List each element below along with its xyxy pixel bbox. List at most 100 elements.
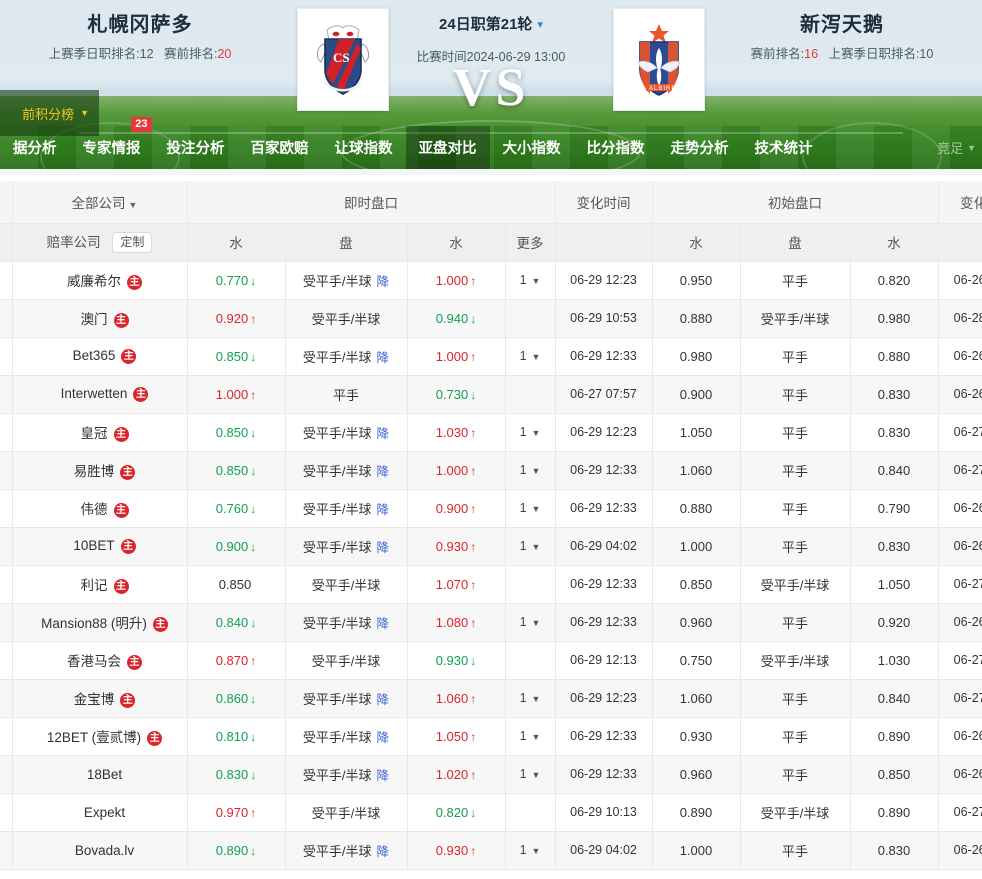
more-changes-cell[interactable]: 1 ▼ xyxy=(505,717,556,756)
table-row[interactable]: 11香港马会主0.870↑受平手/半球0.930↓06-29 12:130.75… xyxy=(0,641,982,680)
nav-tab-1[interactable]: 专家情报 23 xyxy=(70,117,154,169)
row-index: 15 xyxy=(0,793,13,832)
more-changes-count: 1 xyxy=(519,767,527,781)
more-changes-cell[interactable]: 1 ▼ xyxy=(505,527,556,566)
all-companies-filter[interactable]: 全部公司 ▼ xyxy=(12,181,188,224)
initial-handicap: 受平手/半球 xyxy=(740,565,851,604)
trend-arrow-icon: ↓ xyxy=(250,729,257,744)
live-handicap-cell: 受平手/半球降 xyxy=(285,717,408,756)
live-home-water-value: 0.860 ↓ xyxy=(215,690,257,706)
live-handicap-value: 受平手/半球 xyxy=(302,273,372,289)
nav-tab-6[interactable]: 大小指数 xyxy=(490,126,574,169)
company-cell[interactable]: 利记主 xyxy=(12,565,188,604)
nav-tab-7[interactable]: 比分指数 xyxy=(574,126,658,169)
company-cell[interactable]: 香港马会主 xyxy=(12,641,188,680)
customize-chip-button[interactable]: 定制 xyxy=(112,232,153,254)
live-home-water: 0.870 ↑ xyxy=(187,641,286,680)
table-row[interactable]: Bet365 主 0.850 ↓ 受平手/半球降 1.000 ↑ 1 ▼ 06-29 12:33 0… xyxy=(0,337,982,376)
company-cell[interactable]: 皇冠主 xyxy=(12,413,188,452)
nav-tab-5[interactable]: 亚盘对比 xyxy=(405,126,490,169)
live-handicap-value: 受平手/半球 xyxy=(302,539,372,555)
table-row[interactable]: Interwetten 主 1.000 ↑ 平手 0.730 ↓ 06-27 07:57 0.9… xyxy=(0,375,982,414)
change-time-initial: 06-27 07:17 xyxy=(938,451,982,490)
company-cell[interactable]: 易胜博主 xyxy=(12,451,188,490)
company-cell[interactable]: Mansion88 (明升) 主 xyxy=(12,603,188,642)
sub-header-live-home-water[interactable]: 水 xyxy=(187,223,286,262)
company-cell[interactable]: 威廉希尔主 xyxy=(12,261,188,300)
sub-header-change-time-2 xyxy=(938,223,982,262)
more-changes-cell[interactable]: 1 ▼ xyxy=(505,679,556,718)
more-changes-cell[interactable]: 1 ▼ xyxy=(505,755,556,794)
group-header-change-time-1: 变化时间 xyxy=(555,181,653,224)
change-time-live: 06-29 12:33 xyxy=(555,489,653,528)
company-cell[interactable]: 18Bet xyxy=(12,755,188,794)
initial-away-water: 0.880 xyxy=(850,337,939,376)
company-cell[interactable]: 12BET (壹贰博) 主 xyxy=(12,717,188,756)
sub-header-init-home-water[interactable]: 水 xyxy=(652,223,741,262)
table-row[interactable]: 15Expekt0.970↑受平手/半球0.820↓06-29 10:130.8… xyxy=(0,793,982,832)
company-cell[interactable]: 10BET 主 xyxy=(12,527,188,566)
company-name: Expekt xyxy=(83,804,126,820)
nav-tab-9[interactable]: 技术统计 xyxy=(742,126,826,169)
table-row[interactable]: 10BET 主 0.900 ↓ 受平手/半球降 0.930 ↑ 1 ▼ 06-29 04:02 1.… xyxy=(0,527,982,566)
change-time-initial: 06-28 00:09 xyxy=(938,299,982,338)
home-team-logo[interactable]: CS xyxy=(297,8,389,111)
chevron-down-icon: ▾ xyxy=(537,19,543,31)
more-changes-cell[interactable]: 1 ▼ xyxy=(505,489,556,528)
more-changes-count: 1 xyxy=(519,691,527,705)
live-home-water: 0.920 ↑ xyxy=(187,299,286,338)
row-index xyxy=(0,261,13,300)
nav-right-dropdown[interactable]: 竞足 ▼ xyxy=(937,126,982,169)
company-cell[interactable]: Bovada.lv xyxy=(12,831,188,870)
live-home-water: 0.760 ↓ xyxy=(187,489,286,528)
company-cell[interactable]: Expekt xyxy=(12,793,188,832)
table-row[interactable]: 10Mansion88 (明升)主0.840↓受平手/半球降1.080↑1▼06… xyxy=(0,603,982,642)
sub-header-live-away-water[interactable]: 水 xyxy=(407,223,506,262)
change-time-live: 06-29 12:33 xyxy=(555,565,653,604)
table-row[interactable]: 1312BET (壹贰博)主0.810↓受平手/半球降1.050↑1▼06-29… xyxy=(0,717,982,756)
round-selector[interactable]: 24日职第21轮 ▾ xyxy=(371,14,611,37)
table-row[interactable]: 威廉希尔主 0.770 ↓ 受平手/半球降 1.000 ↑ 1 ▼ 06-29 12:23 0.9… xyxy=(0,261,982,300)
home-prematch-rank-value: 20 xyxy=(217,47,232,61)
nav-tab-4[interactable]: 让球指数 xyxy=(322,126,406,169)
change-time-live: 06-29 04:02 xyxy=(555,527,653,566)
table-row[interactable]: 澳门主 0.920 ↑ 受平手/半球 0.940 ↓ 06-29 10:53 0.880 受平手… xyxy=(0,299,982,338)
away-team-logo[interactable]: ALBIREX xyxy=(613,8,705,111)
sub-header-init-away-water[interactable]: 水 xyxy=(850,223,939,262)
company-cell[interactable]: Interwetten 主 xyxy=(12,375,188,414)
sub-header-more: 更多 xyxy=(505,223,556,262)
company-cell[interactable]: 金宝博主 xyxy=(12,679,188,718)
nav-tab-3[interactable]: 百家欧赔 xyxy=(238,126,322,169)
sub-header-init-handicap[interactable]: 盘 xyxy=(740,223,851,262)
trend-arrow-icon: ↓ xyxy=(250,691,257,706)
company-cell[interactable]: 伟德主 xyxy=(12,489,188,528)
table-row[interactable]: 利记主 0.850 受平手/半球 1.070 ↑ 06-29 12:33 0.850 受平手/… xyxy=(0,565,982,604)
nav-tab-0[interactable]: 据分析 xyxy=(0,126,70,169)
more-changes-cell[interactable]: 1 ▼ xyxy=(505,413,556,452)
table-row[interactable]: 皇冠主 0.850 ↓ 受平手/半球降 1.030 ↑ 1 ▼ 06-29 12:23 1.050… xyxy=(0,413,982,452)
more-changes-count: 1 xyxy=(519,539,527,553)
more-changes-cell[interactable]: 1 ▼ xyxy=(505,337,556,376)
live-handicap-cell: 受平手/半球 xyxy=(285,793,408,832)
initial-away-water: 0.820 xyxy=(850,261,939,300)
initial-away-water: 0.830 xyxy=(850,527,939,566)
more-changes-cell[interactable]: 1 ▼ xyxy=(505,603,556,642)
more-changes-cell[interactable]: 1 ▼ xyxy=(505,261,556,300)
standings-dropdown[interactable]: 前积分榜 ▼ xyxy=(0,90,99,136)
change-time-live: 06-29 12:33 xyxy=(555,755,653,794)
more-changes-count: 1 xyxy=(519,843,527,857)
change-time-initial: 06-26 18:31 xyxy=(938,489,982,528)
table-row[interactable]: 伟德主 0.760 ↓ 受平手/半球降 0.900 ↑ 1 ▼ 06-29 12:33 0.880… xyxy=(0,489,982,528)
company-cell[interactable]: Bet365 主 xyxy=(12,337,188,376)
nav-tab-2[interactable]: 投注分析 xyxy=(154,126,238,169)
nav-tab-8[interactable]: 走势分析 xyxy=(658,126,742,169)
more-changes-cell[interactable]: 1 ▼ xyxy=(505,451,556,490)
more-changes-cell[interactable]: 1 ▼ xyxy=(505,831,556,870)
sub-header-live-handicap[interactable]: 盘 xyxy=(285,223,408,262)
company-cell[interactable]: 澳门主 xyxy=(12,299,188,338)
more-changes-cell xyxy=(505,793,556,832)
table-row[interactable]: 易胜博主 0.850 ↓ 受平手/半球降 1.000 ↑ 1 ▼ 06-29 12:33 1.06… xyxy=(0,451,982,490)
